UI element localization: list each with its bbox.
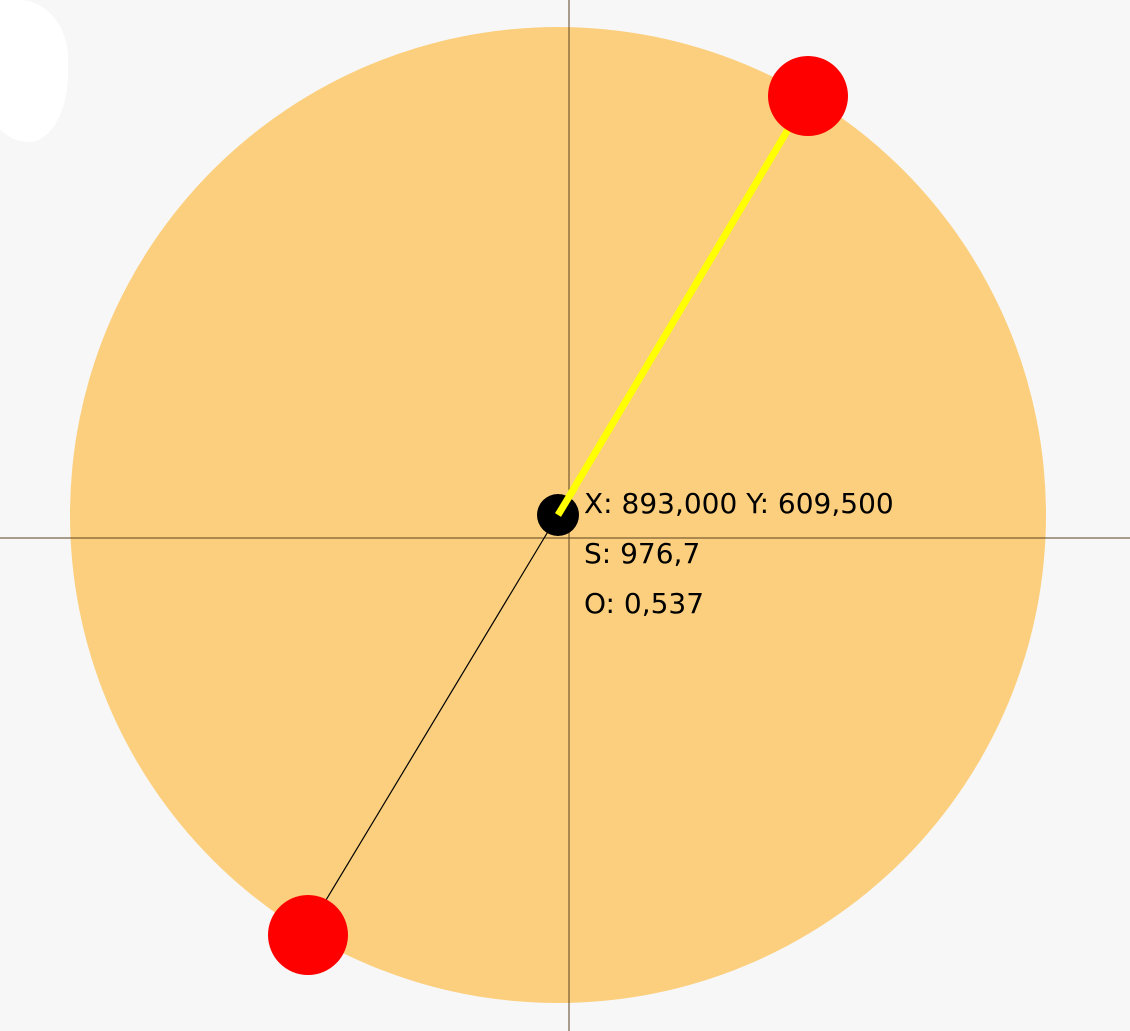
rotation-handle[interactable] — [268, 895, 348, 975]
size-readout: S: 976,7 — [584, 537, 701, 570]
size-arm-line[interactable] — [554, 94, 812, 517]
size-arm-start — [555, 485, 578, 517]
opacity-readout: O: 0,537 — [584, 587, 705, 620]
position-readout: X: 893,000 Y: 609,500 — [584, 487, 894, 520]
rotation-arm-line — [319, 514, 559, 911]
size-handle[interactable] — [768, 56, 848, 136]
corner-shape — [0, 0, 68, 142]
